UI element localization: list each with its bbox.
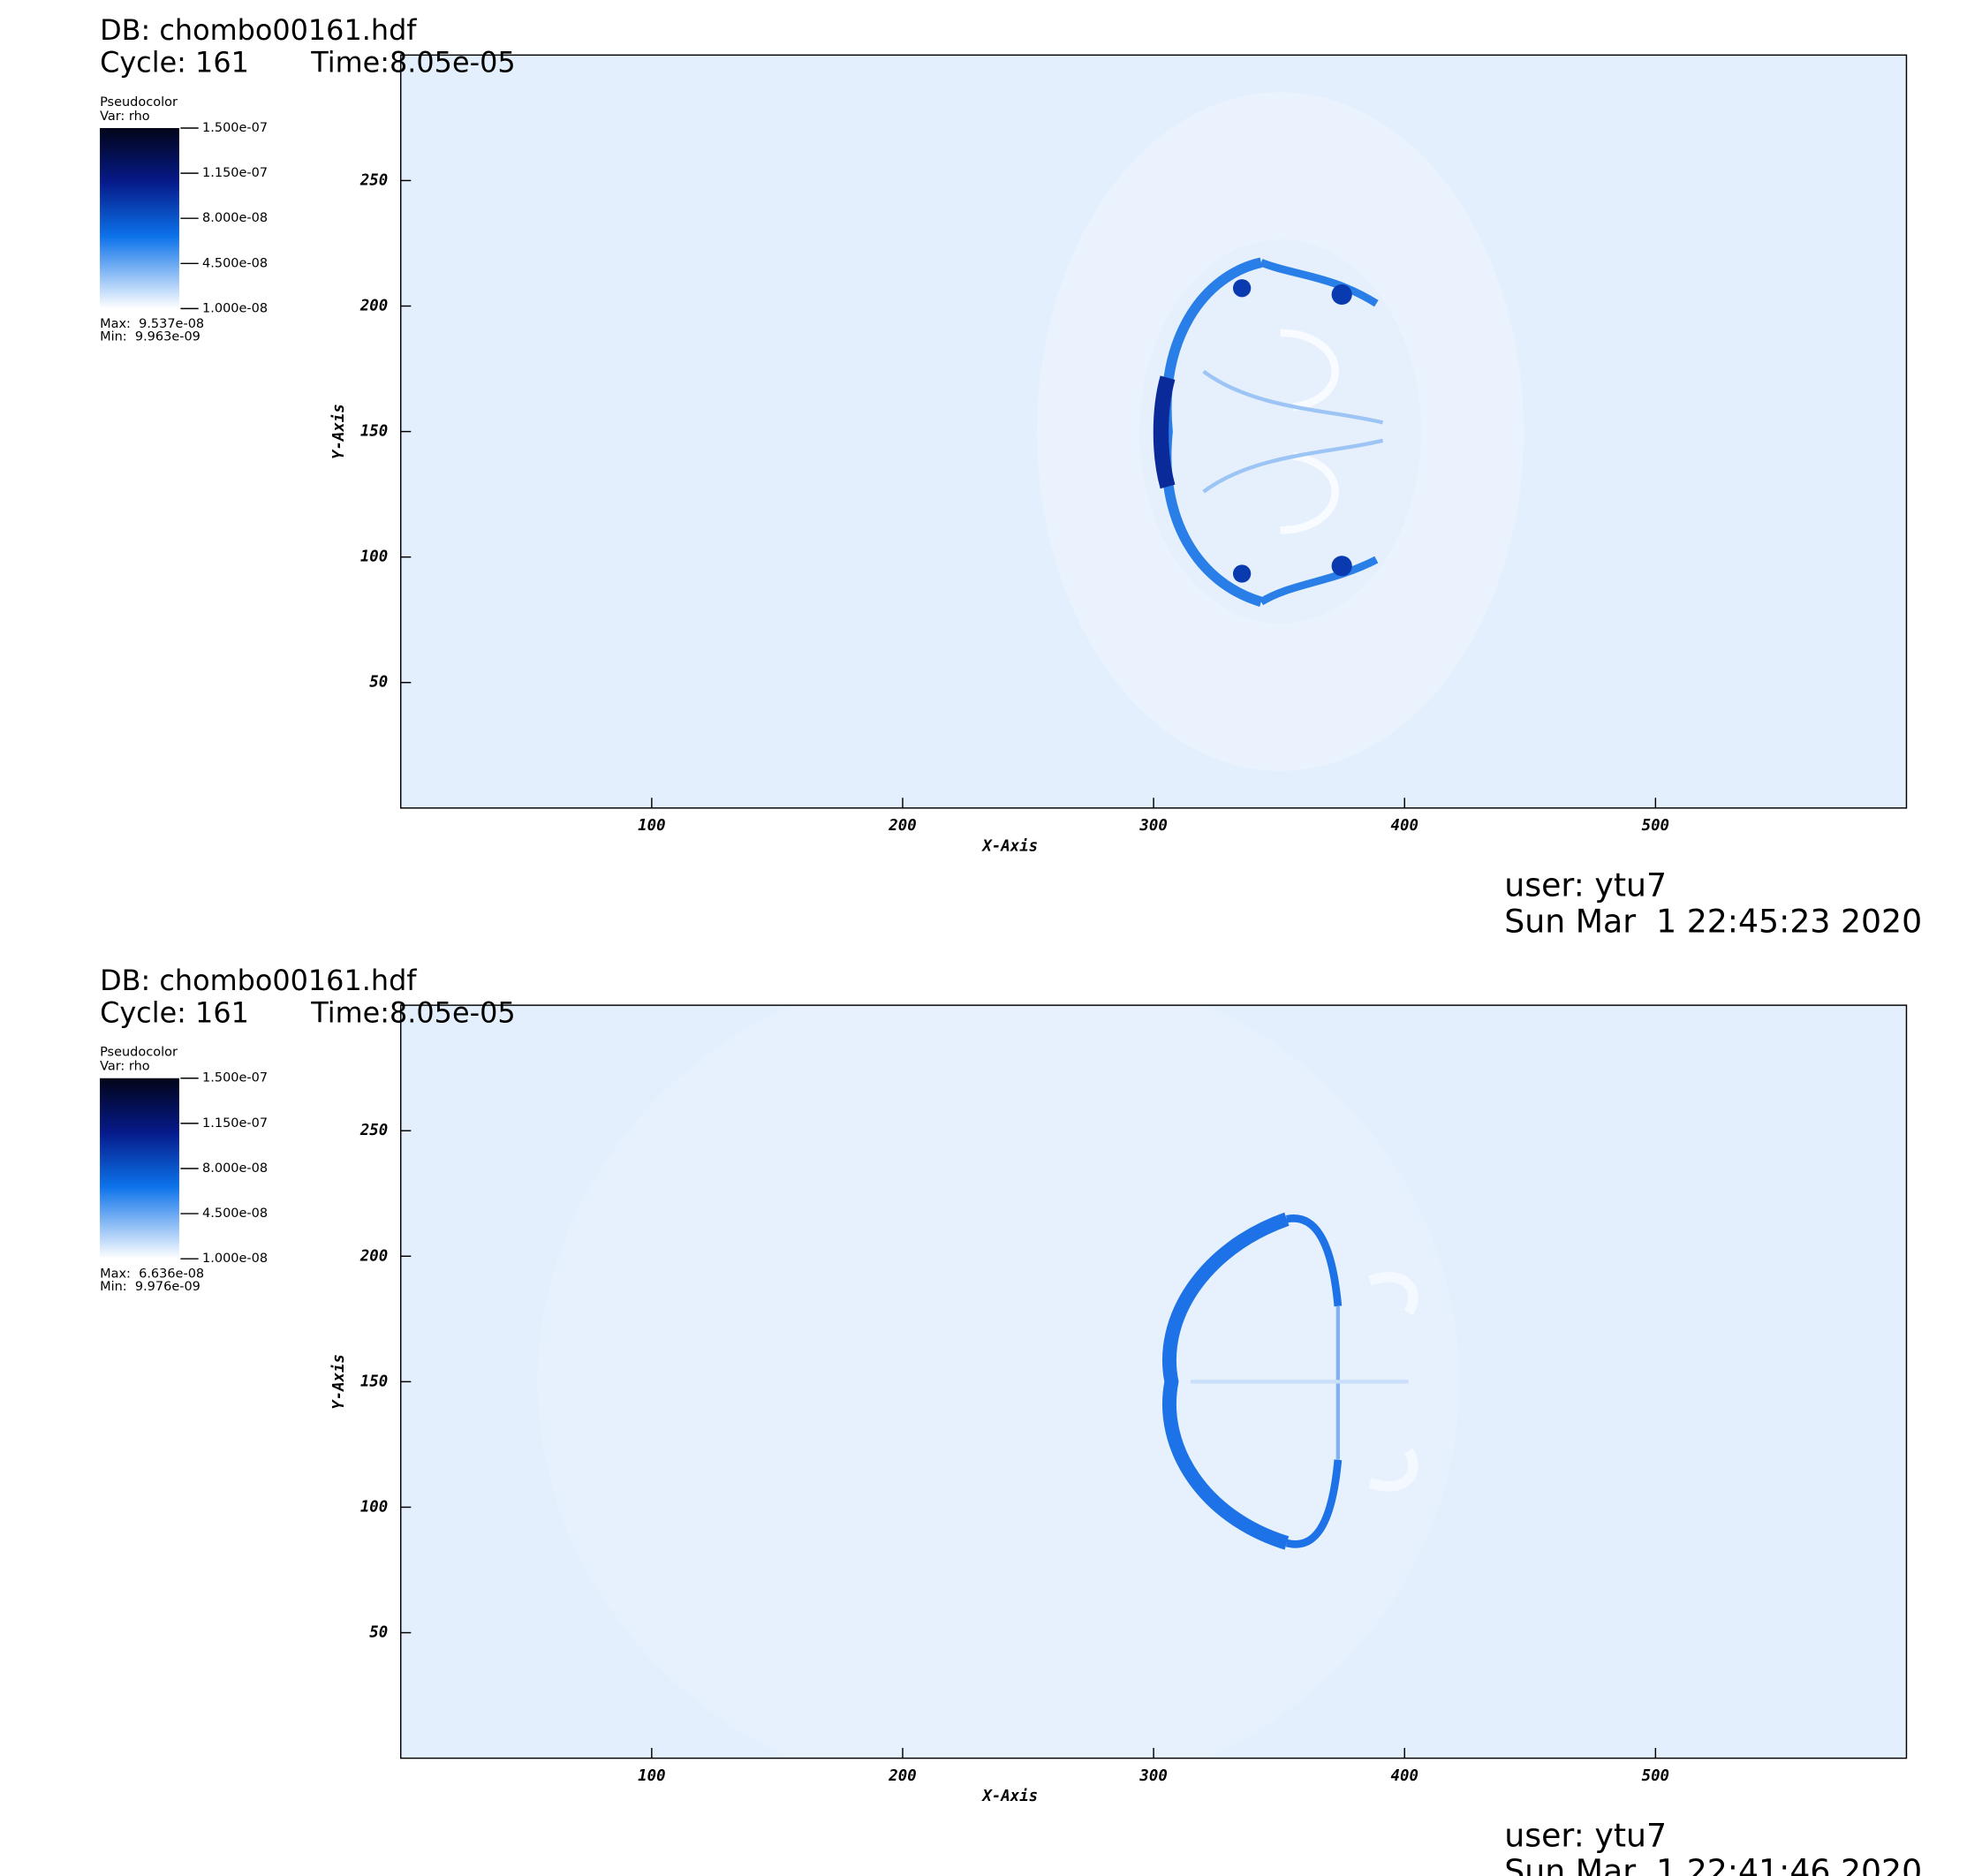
legend-tick-label: 4.500e-08 [202,256,268,270]
legend-tick-label: 8.000e-08 [202,1161,268,1176]
x-tick-label: 100 [638,817,665,835]
x-tick-label: 400 [1391,817,1418,835]
db-label: DB: chombo00161.hdf [100,13,417,47]
y-tick-label: 250 [359,171,388,189]
legend-tick-label: 1.500e-07 [202,1071,268,1086]
y-tick-label: 100 [360,548,388,566]
legend-max: Max: 9.537e-08 [100,317,204,331]
legend-tick-label: 1.150e-07 [202,166,268,180]
x-tick-label: 300 [1139,1767,1167,1785]
field [400,1005,1907,1759]
legend-tick-label: 1.500e-07 [202,121,268,135]
legend-tick-label: 1.000e-08 [202,1252,268,1266]
legend-tick-label: 1.150e-07 [202,1116,268,1131]
y-tick-label: 250 [359,1122,388,1139]
legend-tick-label: 8.000e-08 [202,211,268,225]
date-label: Sun Mar 1 22:45:23 2020 [1504,902,1922,940]
legend-tick-label: 1.000e-08 [202,301,268,315]
y-tick-label: 100 [360,1498,388,1516]
x-tick-label: 200 [888,1767,916,1785]
time-label: Time:8.05e-05 [310,995,515,1029]
y-axis-title: Y-Axis [330,1354,348,1410]
user-label: user: ytu7 [1504,1817,1667,1855]
x-tick-label: 200 [888,817,916,835]
y-axis-title: Y-Axis [330,404,348,459]
colorbar [100,1078,179,1259]
legend-var: Var: rho [100,1060,150,1074]
legend-title: Pseudocolor [100,1046,178,1060]
x-tick-label: 500 [1642,817,1669,835]
db-label: DB: chombo00161.hdf [100,964,417,997]
x-tick-label: 400 [1391,1767,1418,1785]
y-tick-label: 50 [369,674,388,692]
date-label: Sun Mar 1 22:41:46 2020 [1504,1852,1922,1876]
x-axis-title: X-Axis [980,837,1038,855]
y-tick-label: 50 [369,1624,388,1642]
cycle-label: Cycle: 161 [100,45,249,79]
y-tick-label: 200 [359,1247,388,1265]
user-label: user: ytu7 [1504,866,1667,904]
y-tick-label: 200 [359,298,388,315]
legend-tick-label: 4.500e-08 [202,1207,268,1221]
y-tick-label: 150 [360,1373,388,1390]
legend-title: Pseudocolor [100,95,178,110]
cycle-label: Cycle: 161 [100,995,249,1029]
x-tick-label: 100 [638,1767,665,1785]
legend-min: Min: 9.963e-09 [100,329,200,344]
colorbar [100,127,179,309]
legend-max: Max: 6.636e-08 [100,1267,204,1282]
field [400,55,1907,808]
x-axis-title: X-Axis [980,1788,1038,1805]
x-tick-label: 500 [1642,1767,1669,1785]
y-tick-label: 150 [360,423,388,441]
x-tick-label: 300 [1139,817,1167,835]
legend-var: Var: rho [100,110,150,124]
legend-min: Min: 9.976e-09 [100,1280,200,1294]
time-label: Time:8.05e-05 [310,45,515,79]
